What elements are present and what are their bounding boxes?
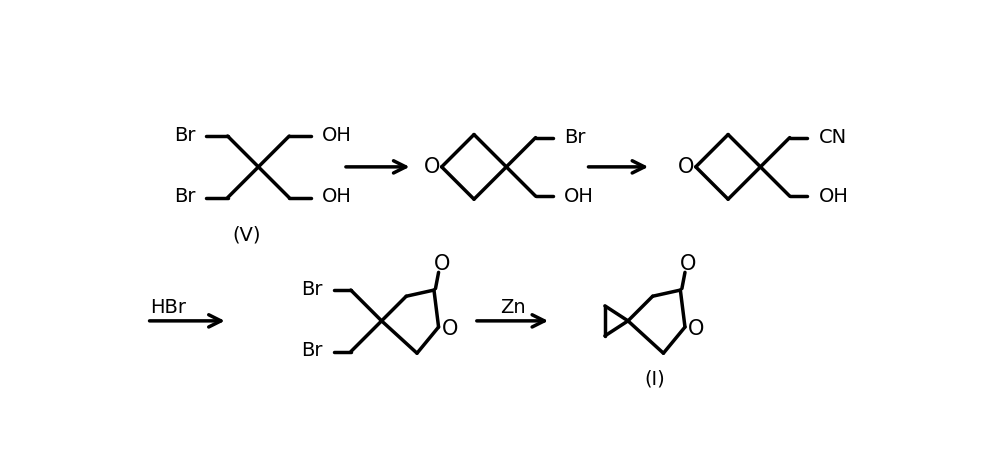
Text: OH: OH xyxy=(322,126,351,145)
Text: O: O xyxy=(688,319,705,339)
Text: Br: Br xyxy=(302,280,323,299)
Text: O: O xyxy=(442,319,458,339)
Text: CN: CN xyxy=(819,128,847,147)
Text: Zn: Zn xyxy=(500,298,525,316)
Text: OH: OH xyxy=(564,187,594,206)
Text: Br: Br xyxy=(174,187,195,206)
Text: HBr: HBr xyxy=(151,298,187,316)
Text: Br: Br xyxy=(564,128,586,147)
Text: Br: Br xyxy=(174,126,195,145)
Text: Br: Br xyxy=(302,342,323,360)
Text: O: O xyxy=(423,157,440,177)
Text: OH: OH xyxy=(819,187,849,206)
Text: O: O xyxy=(433,254,450,274)
Text: O: O xyxy=(680,254,696,274)
Text: OH: OH xyxy=(322,187,351,206)
Text: (I): (I) xyxy=(645,369,665,388)
Text: O: O xyxy=(678,157,694,177)
Text: (V): (V) xyxy=(233,225,261,244)
